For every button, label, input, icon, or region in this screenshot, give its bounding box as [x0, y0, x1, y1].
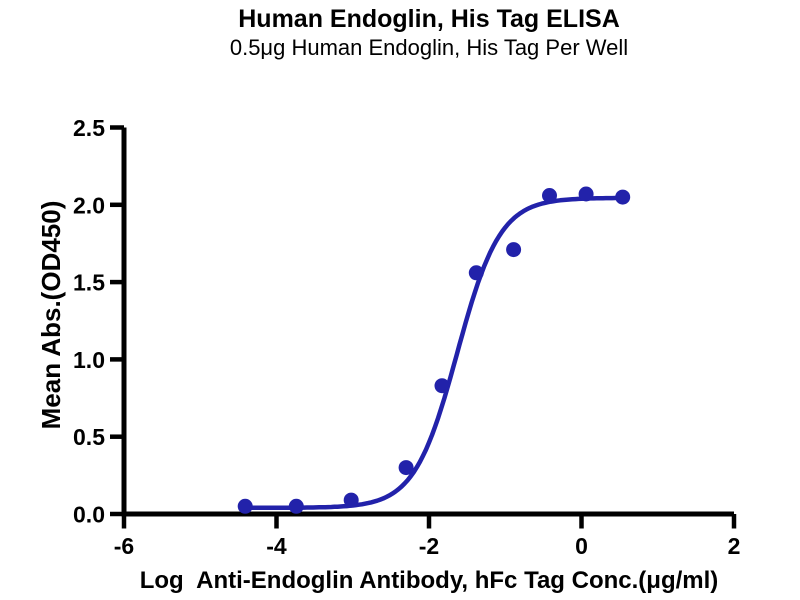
- data-point: [434, 378, 450, 394]
- chart-subtitle: 0.5μg Human Endoglin, His Tag Per Well: [230, 35, 628, 60]
- x-axis-label: Log Anti-Endoglin Antibody, hFc Tag Conc…: [140, 567, 719, 594]
- data-point: [288, 498, 304, 514]
- y-tick-label: 2.5: [73, 115, 105, 141]
- y-tick-label: 0.5: [73, 424, 105, 450]
- data-point: [468, 265, 484, 281]
- y-tick-label: 1.0: [73, 347, 105, 373]
- data-point: [578, 186, 594, 202]
- data-point: [542, 188, 557, 203]
- x-tick-label: 2: [728, 533, 741, 559]
- data-point: [237, 498, 253, 514]
- x-tick-label: 0: [575, 533, 588, 559]
- fit-curve: [240, 195, 624, 511]
- data-point: [506, 242, 522, 258]
- data-point: [343, 492, 359, 508]
- axes: [121, 127, 734, 517]
- data-point: [615, 189, 631, 205]
- y-tick-label: 0.0: [73, 502, 105, 528]
- chart-title: Human Endoglin, His Tag ELISA: [238, 5, 620, 33]
- x-tick-label: -6: [114, 533, 134, 559]
- y-tick-label: 1.5: [73, 270, 105, 296]
- plot-area: 0.0 0.5 1.0 1.5 2.0 2.5 -6 -4 -2 0 2: [73, 115, 740, 559]
- x-tick-label: -4: [266, 533, 287, 559]
- data-point: [398, 460, 414, 476]
- x-tick-label: -2: [419, 533, 439, 559]
- y-axis-label: Mean Abs.(OD450): [36, 201, 66, 430]
- y-tick-label: 2.0: [73, 192, 105, 218]
